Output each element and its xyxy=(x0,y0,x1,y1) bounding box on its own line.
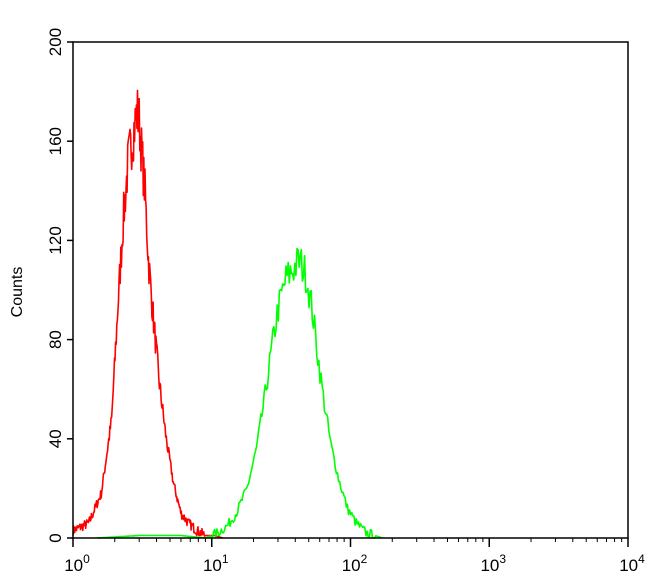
x-tick-base: 10 xyxy=(64,556,83,575)
x-tick-label: 101 xyxy=(203,552,229,575)
histogram-curves xyxy=(72,89,383,539)
x-tick-base: 10 xyxy=(480,556,499,575)
x-tick-base: 10 xyxy=(619,556,638,575)
y-tick-label: 200 xyxy=(46,28,65,56)
y-tick-label: 160 xyxy=(46,127,65,155)
y-tick-label: 120 xyxy=(46,226,65,254)
series-line-2 xyxy=(97,247,383,539)
x-tick-label: 104 xyxy=(619,552,645,575)
x-tick-label: 102 xyxy=(342,552,368,575)
y-tick-label: 0 xyxy=(46,533,65,542)
x-tick-base: 10 xyxy=(342,556,361,575)
x-axis: 100 101 102 103 104 xyxy=(64,538,645,575)
x-tick-exponent: 2 xyxy=(361,552,368,566)
y-tick-label: 80 xyxy=(46,330,65,349)
x-tick-label: 103 xyxy=(480,552,506,575)
y-axis: 0 40 80 120 160 200 xyxy=(46,28,73,543)
plot-frame xyxy=(72,41,629,539)
series-line-1 xyxy=(72,89,223,539)
x-tick-exponent: 0 xyxy=(83,552,90,566)
y-axis-title: Counts xyxy=(9,267,26,318)
x-tick-exponent: 4 xyxy=(638,552,645,566)
x-tick-exponent: 1 xyxy=(222,552,229,566)
x-tick-label: 100 xyxy=(64,552,90,575)
x-tick-base: 10 xyxy=(203,556,222,575)
y-tick-label: 40 xyxy=(46,429,65,448)
x-tick-exponent: 3 xyxy=(499,552,506,566)
